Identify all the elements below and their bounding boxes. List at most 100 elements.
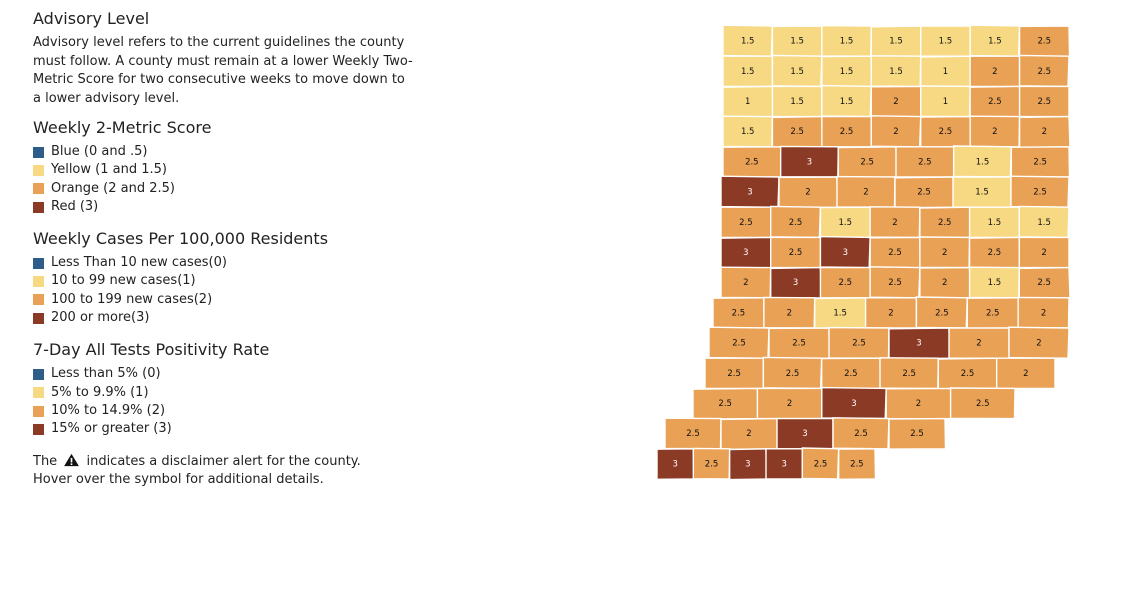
county-score-label: 2.5 xyxy=(860,157,874,167)
county-region[interactable] xyxy=(949,387,1016,420)
county-score-label: 1.5 xyxy=(939,37,953,47)
county-score-label: 2.5 xyxy=(732,339,746,349)
county-score-label: 2 xyxy=(892,218,897,228)
county-score-label: 2.5 xyxy=(790,127,804,137)
legend-swatch xyxy=(33,164,44,176)
warning-icon xyxy=(64,453,80,466)
county-score-label: 1.5 xyxy=(988,218,1002,228)
county-score-label: 1.5 xyxy=(889,67,903,77)
legend-label: 5% to 9.9% (1) xyxy=(51,384,149,400)
county-region[interactable] xyxy=(1008,326,1070,359)
county-score-label: 1.5 xyxy=(976,157,990,167)
county-score-label: 3 xyxy=(781,459,786,469)
legend-item: 10 to 99 new cases(1) xyxy=(33,272,413,290)
county-score-label: 1.5 xyxy=(839,218,853,228)
county-score-label: 3 xyxy=(807,157,812,167)
county-score-label: 2.5 xyxy=(917,188,931,198)
county-score-label: 2.5 xyxy=(902,369,916,379)
county-score-label: 1.5 xyxy=(840,37,854,47)
county-score-label: 2.5 xyxy=(814,459,828,469)
legend-label: 10 to 99 new cases(1) xyxy=(51,273,196,289)
county-score-label: 1.5 xyxy=(833,308,847,318)
disclaimer-before: The xyxy=(33,453,58,469)
county-score-label: 2.5 xyxy=(988,97,1002,107)
county-score-label: 3 xyxy=(843,248,848,258)
county-score-label: 1.5 xyxy=(988,278,1002,288)
county-score-label: 1.5 xyxy=(741,127,755,137)
county-region[interactable] xyxy=(1018,266,1071,300)
county-score-label: 1 xyxy=(943,67,948,77)
legend-label: Less than 5% (0) xyxy=(51,366,161,382)
county-score-label: 2.5 xyxy=(961,369,975,379)
county-score-label: 2 xyxy=(916,399,921,409)
legend-item: Orange (2 and 2.5) xyxy=(33,180,413,198)
county-score-label: 2.5 xyxy=(786,369,800,379)
county-score-label: 2.5 xyxy=(938,218,952,228)
legend-item: 5% to 9.9% (1) xyxy=(33,384,413,402)
county-score-label: 2 xyxy=(787,399,792,409)
county-region[interactable] xyxy=(995,357,1056,390)
county-score-label: 2.5 xyxy=(976,399,990,409)
county-score-label: 2.5 xyxy=(935,308,949,318)
county-score-label: 3 xyxy=(745,459,750,469)
legend-swatch xyxy=(33,146,44,158)
county-score-label: 2.5 xyxy=(1033,188,1047,198)
county-score-label: 1.5 xyxy=(975,188,989,198)
county-score-label: 2.5 xyxy=(789,218,803,228)
legend-swatch xyxy=(33,276,44,288)
county-region[interactable] xyxy=(801,447,840,480)
county-score-label: 2.5 xyxy=(939,127,953,137)
county-score-label: 1.5 xyxy=(790,67,804,77)
county-region[interactable] xyxy=(832,417,890,450)
county-score-label: 2 xyxy=(805,188,810,198)
county-region[interactable] xyxy=(837,448,877,481)
advisory-title: Advisory Level xyxy=(33,9,150,28)
legend-label: Yellow (1 and 1.5) xyxy=(51,162,167,178)
county-region[interactable] xyxy=(1018,115,1071,149)
county-score-label: 1 xyxy=(943,97,948,107)
county-score-label: 2.5 xyxy=(1038,97,1052,107)
legend-swatch xyxy=(33,369,44,381)
legend-swatch xyxy=(33,312,44,324)
county-score-label: 2 xyxy=(888,308,893,318)
legend-swatch xyxy=(33,183,44,195)
county-score-label: 2.5 xyxy=(745,157,759,167)
county-score-label: 3 xyxy=(851,399,856,409)
legend-label: 200 or more(3) xyxy=(51,310,150,326)
county-score-label: 2.5 xyxy=(888,248,902,258)
cases-legend: Less Than 10 new cases(0) 10 to 99 new ca… xyxy=(33,254,413,327)
county-score-label: 2.5 xyxy=(686,429,700,439)
county-score-label: 1.5 xyxy=(840,97,854,107)
county-score-label: 1.5 xyxy=(988,37,1002,47)
county-score-label: 2 xyxy=(992,67,997,77)
county-score-label: 2 xyxy=(787,308,792,318)
county-score-label: 2.5 xyxy=(840,127,854,137)
legend-swatch xyxy=(33,423,44,435)
county-score-label: 1.5 xyxy=(741,37,755,47)
legend-item: 10% to 14.9% (2) xyxy=(33,402,413,420)
county-score-label: 2 xyxy=(893,127,898,137)
legend-item: Less Than 10 new cases(0) xyxy=(33,254,413,272)
counties-layer: 1.5 1.5 1.5 1.5 1.5 1.5 2.5 1.5 1.5 1.5 1.5 1 2 2.5 1 1… xyxy=(656,24,1071,481)
positivity-legend: Less than 5% (0) 5% to 9.9% (1) 10% to 14.… xyxy=(33,365,413,438)
county-score-label: 2.5 xyxy=(918,157,932,167)
legend-item: Red (3) xyxy=(33,198,413,216)
county-score-label: 2.5 xyxy=(1037,278,1051,288)
legend-item: Yellow (1 and 1.5) xyxy=(33,161,413,179)
county-score-label: 2.5 xyxy=(718,399,732,409)
legend-item: Less than 5% (0) xyxy=(33,365,413,383)
legend-panel: Advisory Level Advisory level refers to … xyxy=(33,8,413,490)
legend-item: 15% or greater (3) xyxy=(33,420,413,438)
legend-label: 100 to 199 new cases(2) xyxy=(51,291,213,307)
county-score-label: 2.5 xyxy=(705,459,719,469)
county-score-label: 3 xyxy=(672,459,677,469)
county-score-label: 2.5 xyxy=(792,339,806,349)
county-score-label: 2.5 xyxy=(854,429,868,439)
county-score-label: 2 xyxy=(1036,339,1041,349)
county-region[interactable] xyxy=(888,417,947,450)
county-score-label: 2 xyxy=(893,97,898,107)
county-score-label: 2.5 xyxy=(910,429,924,439)
county-score-label: 1.5 xyxy=(790,97,804,107)
county-score-label: 1 xyxy=(745,97,750,107)
advisory-description: Advisory level refers to the current gui… xyxy=(33,35,413,106)
